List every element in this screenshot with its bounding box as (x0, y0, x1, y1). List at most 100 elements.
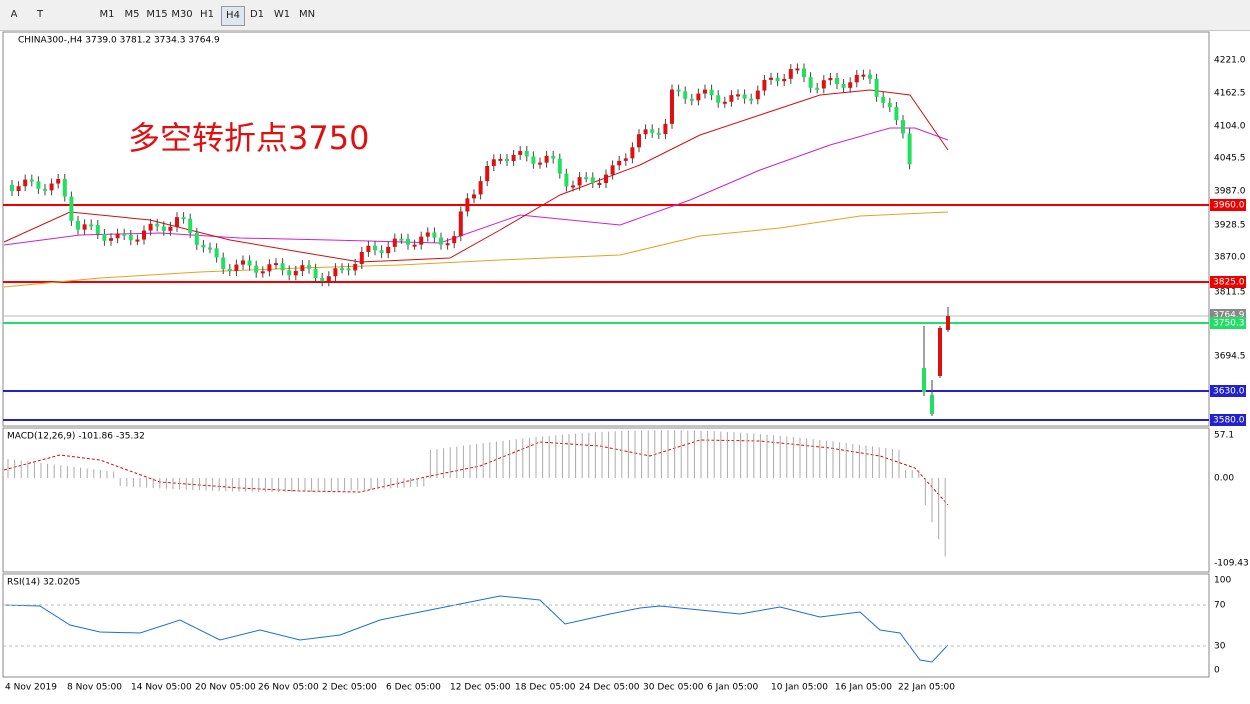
candle-body (76, 220, 80, 230)
candle-body (359, 251, 364, 265)
level-label: 3630.0 (1213, 387, 1245, 397)
candle-body (386, 246, 391, 254)
timeframe-button[interactable]: MN (298, 9, 316, 20)
candle-body (247, 260, 252, 266)
candle-body (135, 239, 140, 242)
candle-body (274, 263, 278, 266)
price-label: 4221.0 (1214, 56, 1246, 66)
price-label: 3870.0 (1214, 253, 1246, 263)
candle-body (544, 155, 549, 163)
time-label: 30 Dec 05:00 (643, 683, 704, 693)
time-label: 6 Dec 05:00 (386, 683, 441, 693)
candle-body (894, 107, 899, 121)
candle-body (128, 234, 133, 241)
macd-panel (2, 427, 1210, 573)
candle-body (643, 129, 648, 135)
time-label: 14 Nov 05:00 (131, 683, 192, 693)
candle-body (670, 89, 674, 124)
time-label: 20 Nov 05:00 (195, 683, 256, 693)
candle-body (597, 183, 602, 186)
timeframe-button[interactable]: D1 (249, 9, 265, 20)
candle-body (406, 238, 410, 245)
candle-body (82, 224, 87, 230)
candle-body (472, 194, 476, 199)
candle-body (901, 120, 905, 134)
candle-body (346, 268, 351, 271)
candle-body (518, 151, 523, 155)
tool-button[interactable]: A (10, 9, 18, 20)
macd-label: MACD(12,26,9) -101.86 -35.32 (7, 432, 145, 442)
candle-body (155, 223, 160, 227)
rsi-tick: 100 (1214, 576, 1231, 586)
time-label: 26 Nov 05:00 (258, 683, 319, 693)
candle-body (663, 123, 668, 135)
candle-body (722, 101, 727, 104)
candle-body (498, 158, 503, 161)
candle-body (465, 198, 470, 212)
candle-body (557, 158, 562, 174)
macd-tick: 57.1 (1214, 431, 1234, 441)
candle-body (874, 78, 879, 97)
candle-body (485, 166, 490, 182)
candle-body (946, 316, 950, 330)
candle-body (617, 160, 622, 166)
candle-body (551, 155, 556, 159)
time-label: 24 Dec 05:00 (579, 683, 640, 693)
level-label: 3764.9 (1213, 311, 1245, 321)
candle-body (623, 158, 628, 161)
candle-body (227, 269, 232, 272)
time-label: 12 Dec 05:00 (450, 683, 511, 693)
candle-body (10, 185, 14, 191)
candle-body (287, 270, 292, 276)
candle-body (604, 174, 608, 184)
candle-body (848, 82, 853, 88)
candle-body (142, 230, 146, 240)
timeframe-button[interactable]: M15 (146, 9, 168, 20)
time-label: 22 Jan 05:00 (898, 683, 955, 693)
price-label: 3928.5 (1214, 221, 1246, 231)
candle-body (115, 233, 120, 239)
candle-body (36, 181, 41, 189)
candle-body (280, 263, 285, 271)
candle-body (267, 264, 272, 272)
candle-body (62, 179, 67, 197)
rsi-line (3, 595, 949, 663)
ma-mid (3, 127, 949, 246)
candle-body (854, 74, 859, 83)
candle-body (392, 238, 397, 247)
candle-body (439, 237, 443, 245)
candle-body (181, 217, 186, 220)
candle-body (907, 133, 912, 165)
timeframe-button[interactable]: M30 (171, 9, 193, 20)
timeframe-button[interactable]: M5 (124, 9, 140, 20)
candle-body (49, 183, 54, 191)
timeframe-button[interactable]: H1 (200, 9, 214, 20)
level-label: 3580.0 (1213, 416, 1245, 426)
macd-tick: 0.00 (1214, 474, 1234, 484)
candle-body (95, 225, 100, 235)
time-label: 18 Dec 05:00 (515, 683, 576, 693)
price-label: 3811.5 (1214, 288, 1246, 298)
candle-body (938, 328, 942, 376)
level-tag (1210, 414, 1246, 426)
candle-body (590, 177, 595, 184)
candle-body (307, 265, 311, 269)
candle-body (208, 247, 212, 250)
candle-body (749, 98, 754, 101)
candle-body (102, 234, 107, 241)
timeframe-button[interactable]: W1 (273, 9, 291, 20)
timeframe-button[interactable]: M1 (99, 9, 115, 20)
price-label: 4162.5 (1214, 89, 1246, 99)
level-tag (1210, 317, 1246, 329)
level-tag (1210, 199, 1246, 211)
timeframe-button[interactable]: H4 (221, 6, 245, 26)
candle-body (505, 158, 509, 162)
price-label: 4045.5 (1214, 154, 1246, 164)
candle-body (122, 233, 127, 236)
candle-body (802, 68, 806, 78)
candle-body (821, 80, 826, 89)
tool-button[interactable]: T (36, 9, 44, 20)
candle-body (491, 159, 496, 167)
candle-body (168, 226, 173, 231)
candle-body (676, 89, 681, 92)
